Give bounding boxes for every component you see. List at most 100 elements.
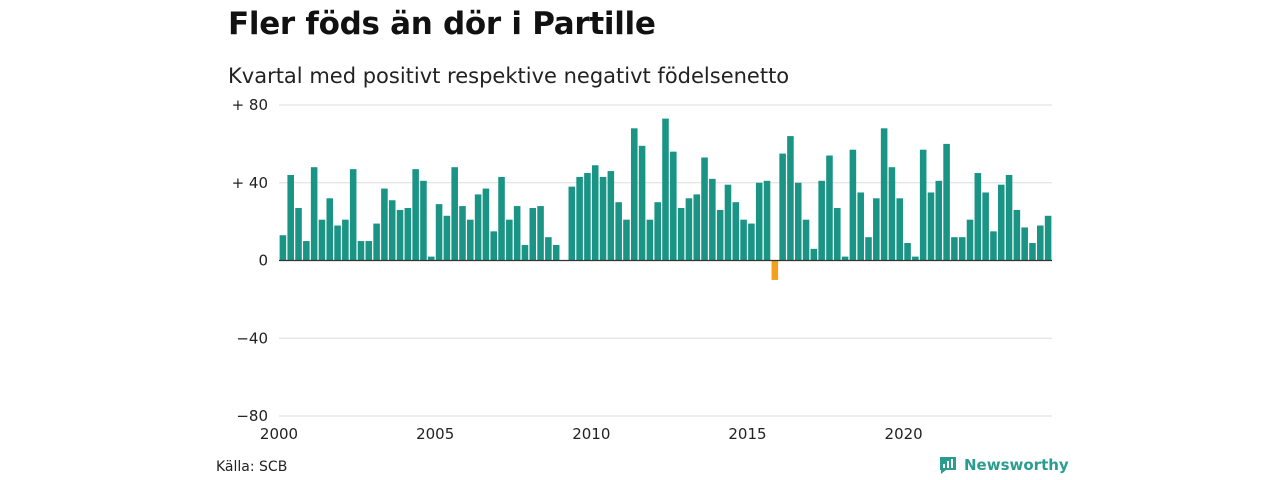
- bar: [849, 149, 857, 261]
- bar: [467, 219, 474, 261]
- bar: [576, 176, 583, 261]
- bar: [295, 208, 302, 261]
- bar: [685, 198, 693, 261]
- bar: [498, 176, 505, 261]
- bar: [342, 219, 349, 261]
- bar: [459, 206, 466, 261]
- bar: [1044, 215, 1052, 261]
- bar: [427, 256, 435, 261]
- bars: [279, 118, 1052, 280]
- bar: [373, 223, 380, 261]
- bar: [974, 173, 982, 261]
- bar: [670, 151, 677, 261]
- x-tick-label: 2015: [728, 425, 766, 443]
- bar: [951, 237, 958, 261]
- bar: [982, 192, 989, 261]
- bar: [287, 174, 294, 261]
- bar: [1013, 209, 1021, 261]
- y-tick-label: 0: [258, 252, 268, 270]
- bar: [779, 153, 786, 261]
- bar: [709, 178, 716, 261]
- bar: [349, 169, 357, 261]
- bar: [802, 219, 810, 261]
- newsworthy-logo-icon: [940, 457, 956, 474]
- bar: [958, 237, 966, 261]
- bar: [834, 208, 841, 261]
- bar: [888, 167, 896, 261]
- source-note: Källa: SCB: [216, 459, 288, 475]
- bar: [404, 208, 412, 261]
- bar: [935, 180, 943, 261]
- bar: [365, 241, 373, 261]
- bar: [1021, 227, 1028, 261]
- bar: [716, 209, 724, 261]
- bar: [927, 192, 935, 261]
- bar: [1005, 174, 1013, 261]
- bar: [599, 176, 607, 261]
- brand-logo: Newsworthy: [938, 455, 1069, 475]
- bar: [904, 243, 911, 261]
- bar: [318, 219, 326, 261]
- bar: [420, 180, 427, 261]
- bar: [732, 202, 740, 261]
- bar: [740, 219, 747, 261]
- brand-name: Newsworthy: [964, 456, 1069, 474]
- bar: [357, 241, 365, 261]
- bar: [810, 248, 818, 261]
- y-tick-label: −40: [236, 329, 268, 347]
- bar: [990, 231, 997, 261]
- x-axis-tick-labels: 2000 2005 2010 2015 2020: [260, 425, 923, 443]
- bar: [857, 192, 864, 261]
- bar: [279, 235, 287, 261]
- bar: [310, 167, 318, 261]
- bar: [615, 202, 622, 261]
- bar: [545, 237, 552, 261]
- y-axis-tick-labels: + 80 + 40 0 −40 −80: [232, 96, 268, 425]
- x-tick-label: 2005: [416, 425, 454, 443]
- bar: [880, 128, 888, 261]
- chart-subtitle: Kvartal med positivt respektive negativt…: [228, 64, 790, 88]
- bar: [326, 198, 334, 261]
- bar: [506, 219, 513, 261]
- bar: [584, 173, 591, 261]
- bar: [1037, 225, 1044, 261]
- bar: [724, 184, 732, 261]
- bar: [763, 180, 771, 261]
- y-tick-label: −80: [236, 407, 268, 425]
- bar: [818, 180, 825, 261]
- bar: [607, 171, 615, 261]
- bar: [794, 182, 802, 261]
- bar: [381, 188, 388, 261]
- bar: [537, 206, 544, 261]
- bar: [943, 143, 950, 261]
- bar: [896, 198, 904, 261]
- bar: [662, 118, 669, 261]
- bar: [693, 194, 701, 261]
- bar: [912, 256, 919, 261]
- bar: [451, 167, 458, 261]
- bar: [529, 208, 537, 261]
- bar: [919, 149, 927, 261]
- bar: [568, 186, 576, 261]
- bar: [482, 188, 490, 261]
- bar: [474, 194, 482, 261]
- bar: [646, 219, 654, 261]
- x-tick-label: 2000: [260, 425, 298, 443]
- bar: [303, 241, 310, 261]
- bar: [435, 204, 443, 261]
- bar: [966, 219, 974, 261]
- bar: [513, 206, 521, 261]
- y-tick-label: + 40: [232, 174, 268, 192]
- x-tick-label: 2010: [572, 425, 610, 443]
- bar: [490, 231, 497, 261]
- bar: [755, 182, 763, 261]
- bar: [638, 145, 646, 261]
- bar: [677, 208, 685, 261]
- chart-title: Fler föds än dör i Partille: [228, 6, 656, 42]
- bar: [873, 198, 880, 261]
- bar: [826, 155, 833, 261]
- bar: [997, 184, 1005, 261]
- bar: [396, 209, 404, 261]
- bar: [771, 260, 779, 280]
